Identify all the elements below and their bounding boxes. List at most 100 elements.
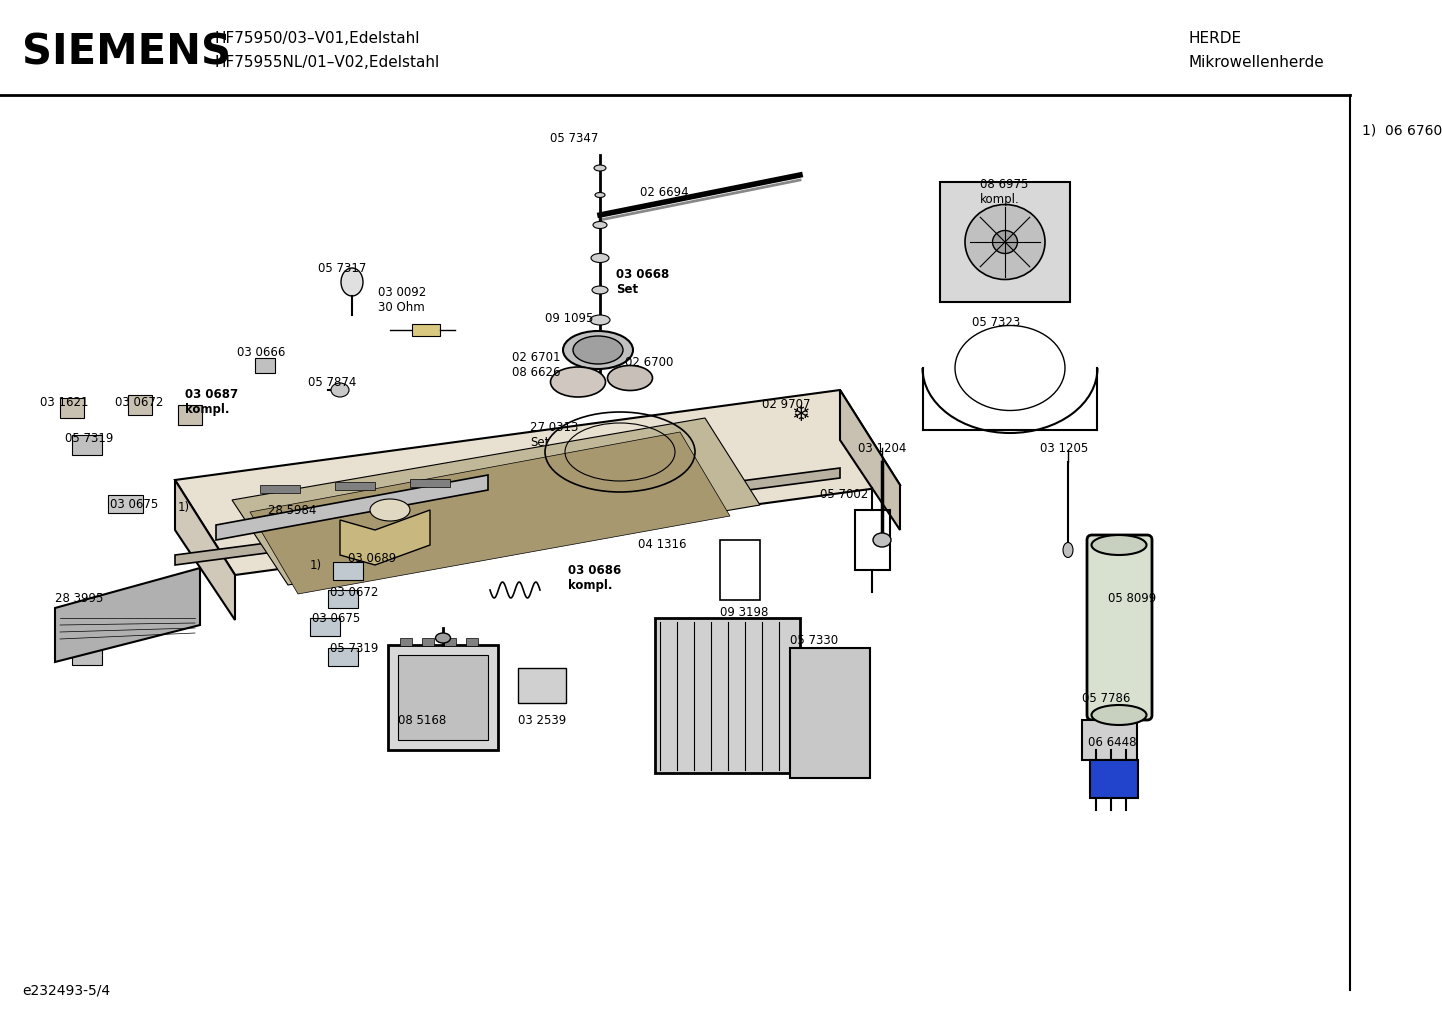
Bar [466,638,477,646]
Text: e232493‑5/4: e232493‑5/4 [22,983,110,997]
Bar [398,655,487,740]
Text: 02 6700: 02 6700 [624,356,673,369]
Text: 03 0675: 03 0675 [311,611,360,625]
Bar [1090,760,1138,798]
Bar [399,638,412,646]
Bar [310,618,340,636]
Bar [518,668,567,703]
Ellipse shape [992,230,1018,254]
Ellipse shape [340,268,363,296]
Ellipse shape [551,367,606,397]
Ellipse shape [1092,535,1146,555]
Text: SIEMENS: SIEMENS [22,31,231,73]
Text: 28 5984: 28 5984 [268,503,316,517]
Text: 28 3995: 28 3995 [55,591,104,604]
Ellipse shape [596,193,606,198]
Ellipse shape [590,315,610,325]
Text: 03 0672: 03 0672 [115,395,163,409]
Polygon shape [174,480,235,620]
Polygon shape [841,390,900,530]
Text: 05 7786: 05 7786 [1082,692,1131,704]
Text: 03 1204: 03 1204 [858,441,907,454]
Text: ❄: ❄ [790,405,809,425]
FancyBboxPatch shape [1087,535,1152,720]
Polygon shape [174,390,900,575]
Text: 09 1095: 09 1095 [545,312,593,324]
Bar [1082,720,1136,760]
Ellipse shape [872,533,891,547]
Text: 05 7319: 05 7319 [65,431,114,444]
Text: 05 7317: 05 7317 [319,262,366,274]
Bar [177,405,202,425]
Bar [655,618,800,773]
Text: HF75955NL/01–V02,Edelstahl: HF75955NL/01–V02,Edelstahl [215,54,440,69]
Text: 06 6448: 06 6448 [1089,736,1136,749]
Text: 05 7330: 05 7330 [790,634,838,646]
Polygon shape [249,432,730,594]
Ellipse shape [572,336,623,364]
Bar [327,590,358,608]
Text: 27 0313
Set: 27 0313 Set [531,421,578,449]
Text: 03 0686
kompl.: 03 0686 kompl. [568,564,622,592]
Text: 02 9707: 02 9707 [761,398,810,412]
Text: 09 3198: 09 3198 [720,605,769,619]
Text: 03 2539: 03 2539 [518,713,567,727]
Bar [410,479,450,487]
Text: HF75950/03–V01,Edelstahl: HF75950/03–V01,Edelstahl [215,31,421,46]
Text: 03 0666: 03 0666 [236,345,286,359]
Text: 03 0672: 03 0672 [330,586,378,598]
Ellipse shape [332,383,349,397]
Polygon shape [55,568,200,662]
Text: 05 8099: 05 8099 [1107,591,1156,604]
Text: 03 0092
30 Ohm: 03 0092 30 Ohm [378,286,427,314]
Bar [388,645,497,750]
Text: 04 1316: 04 1316 [637,538,686,551]
Text: 05 7347: 05 7347 [549,131,598,145]
Polygon shape [232,418,760,585]
Text: 08 6975
kompl.: 08 6975 kompl. [981,178,1028,206]
Ellipse shape [371,499,410,521]
Text: 02 6694: 02 6694 [640,185,689,199]
Bar [255,358,275,373]
Ellipse shape [1092,705,1146,725]
Ellipse shape [965,205,1045,279]
Polygon shape [340,510,430,565]
Text: 1): 1) [310,558,322,572]
Text: 05 7323: 05 7323 [972,316,1021,328]
Bar [260,485,300,493]
Ellipse shape [593,221,607,228]
Text: 08 5168: 08 5168 [398,713,446,727]
Text: 03 1205: 03 1205 [1040,441,1089,454]
Ellipse shape [594,165,606,171]
Text: 1): 1) [177,501,190,515]
Bar [940,182,1070,302]
Text: 05 7002: 05 7002 [820,488,868,501]
Text: 03 0689: 03 0689 [348,551,397,565]
Bar [128,395,151,415]
Polygon shape [216,475,487,540]
Bar [108,495,143,513]
Text: 05 7874: 05 7874 [309,375,356,388]
Bar [335,482,375,490]
Bar [61,398,84,418]
Polygon shape [790,648,870,777]
Text: 03 0675: 03 0675 [110,498,159,512]
Bar [72,645,102,665]
Text: 03 0668
Set: 03 0668 Set [616,268,669,296]
Ellipse shape [607,366,652,390]
Text: 02 6701
08 6626: 02 6701 08 6626 [512,351,561,379]
Bar [412,324,440,336]
Bar [444,638,456,646]
Ellipse shape [591,254,609,263]
Text: 03 1621: 03 1621 [40,395,88,409]
Ellipse shape [593,286,609,294]
Bar [333,562,363,580]
Bar [327,648,358,666]
Ellipse shape [1063,542,1073,557]
Bar [423,638,434,646]
Text: 1)  06 6760: 1) 06 6760 [1363,123,1442,137]
Text: HERDE: HERDE [1188,31,1242,46]
Text: 05 7319: 05 7319 [330,642,378,654]
Text: Mikrowellenherde: Mikrowellenherde [1188,54,1324,69]
Text: 03 0687
kompl.: 03 0687 kompl. [185,388,238,416]
